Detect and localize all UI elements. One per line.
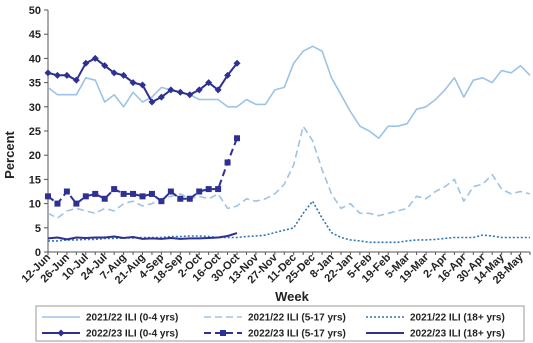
data-point	[167, 188, 174, 195]
legend-marker	[57, 329, 65, 337]
data-point	[101, 195, 108, 202]
series-6	[47, 232, 238, 241]
series-line	[47, 137, 238, 205]
data-point	[63, 71, 71, 79]
x-axis: 12-Jun26-Jun10-Jul24-Jul7-Aug21-Aug4-Sep…	[20, 251, 531, 286]
data-point	[92, 190, 99, 197]
data-point	[139, 81, 147, 89]
series-5	[45, 135, 241, 207]
data-point	[205, 79, 213, 87]
y-tick-label: 35	[29, 78, 41, 90]
y-axis: 0 5 10 15 20 25 30 35 40 45 50	[29, 5, 49, 259]
y-tick-label: 50	[29, 5, 41, 17]
legend-box	[35, 305, 525, 342]
legend-entry: 2021/22 ILI (18+ yrs)	[366, 313, 505, 324]
data-point	[195, 86, 203, 94]
data-point	[129, 79, 137, 87]
data-point	[157, 93, 165, 101]
legend-label: 2022/23 ILI (0-4 yrs)	[86, 329, 178, 340]
data-point	[186, 91, 194, 99]
legend-label: 2021/22 ILI (5-17 yrs)	[248, 313, 346, 324]
data-point	[120, 190, 127, 197]
data-point	[158, 198, 165, 205]
data-point	[205, 186, 212, 193]
y-tick-label: 25	[29, 126, 41, 138]
data-point	[224, 71, 232, 79]
legend-entry: 2022/23 ILI (0-4 yrs)	[42, 329, 178, 340]
y-tick-label: 0	[35, 247, 41, 259]
legend-entry: 2021/22 ILI (0-4 yrs)	[42, 313, 178, 324]
legend-label: 2021/22 ILI (0-4 yrs)	[86, 313, 178, 324]
data-point	[101, 62, 109, 70]
data-point	[148, 98, 156, 106]
series-1	[47, 45, 531, 140]
data-point	[72, 76, 80, 84]
y-tick-label: 40	[29, 53, 41, 65]
series-2	[47, 125, 531, 219]
data-point	[63, 188, 70, 195]
data-point	[82, 59, 90, 67]
data-point	[224, 159, 231, 166]
series-4	[44, 54, 241, 106]
data-point	[82, 193, 89, 200]
data-point	[214, 86, 222, 94]
data-point	[45, 193, 51, 200]
data-point	[111, 186, 118, 193]
data-point	[148, 190, 155, 197]
legend-label: 2021/22 ILI (18+ yrs)	[410, 313, 505, 324]
data-point	[196, 188, 203, 195]
plot-area	[44, 45, 531, 244]
data-point	[54, 200, 61, 207]
data-point	[73, 200, 80, 207]
data-point	[139, 193, 146, 200]
legend-marker	[220, 330, 226, 336]
data-point	[176, 88, 184, 96]
data-point	[215, 186, 222, 193]
data-point	[167, 86, 175, 94]
legend-entry: 2022/23 ILI (18+ yrs)	[366, 329, 505, 340]
legend-label: 2022/23 ILI (18+ yrs)	[410, 329, 505, 340]
data-point	[91, 54, 99, 62]
y-tick-label: 45	[29, 29, 41, 41]
series-3	[48, 200, 530, 244]
data-point	[130, 190, 137, 197]
data-point	[177, 195, 184, 202]
data-point	[44, 69, 52, 77]
y-axis-title: Percent	[2, 130, 17, 178]
legend-entry: 2022/23 ILI (5-17 yrs)	[204, 329, 346, 340]
y-tick-label: 15	[29, 174, 41, 186]
series-line	[47, 45, 531, 140]
series-line	[47, 125, 531, 219]
legend-label: 2022/23 ILI (5-17 yrs)	[248, 329, 346, 340]
data-point	[110, 69, 118, 77]
legend-entry: 2021/22 ILI (5-17 yrs)	[204, 313, 346, 324]
series-line	[48, 200, 530, 244]
data-point	[186, 195, 193, 202]
series-line	[47, 232, 238, 241]
y-tick-label: 10	[29, 199, 41, 211]
y-tick-label: 5	[35, 223, 41, 235]
data-point	[120, 71, 128, 79]
data-point	[233, 59, 241, 67]
data-point	[234, 135, 241, 142]
x-axis-title: Week	[275, 289, 309, 304]
legend: 2021/22 ILI (0-4 yrs) 2021/22 ILI (5-17 y…	[35, 305, 525, 342]
y-tick-label: 20	[29, 150, 41, 162]
y-tick-label: 30	[29, 102, 41, 114]
data-point	[53, 71, 61, 79]
